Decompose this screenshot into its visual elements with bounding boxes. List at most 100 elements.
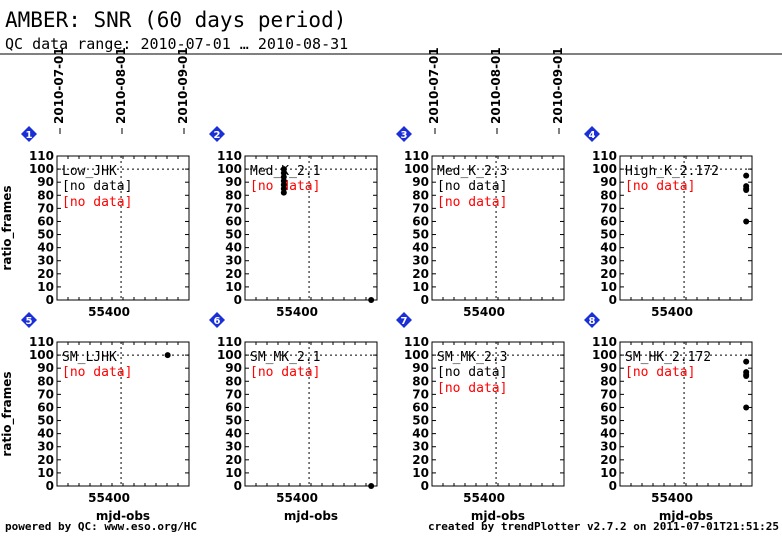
panel-label: Low_JHK [62,164,117,179]
y-tick-label: 30 [37,440,54,454]
y-tick-label: 20 [37,453,54,467]
numbered-diamond-icon: 2 [209,126,225,142]
y-tick-label: 100 [29,348,54,362]
numbered-diamond-icon: 6 [209,312,225,328]
y-tick-label: 20 [412,267,429,281]
y-tick-label: 100 [404,162,429,176]
y-tick-label: 50 [412,228,429,242]
data-point [743,172,750,179]
y-tick-label: 70 [412,201,429,215]
x-tick-label: 55400 [463,491,505,505]
no-data-label-red: [no data] [625,179,695,194]
y-tick-label: 50 [37,414,54,428]
y-tick-label: 30 [600,440,617,454]
y-tick-label: 70 [225,387,242,401]
x-tick-label: 55400 [651,305,693,319]
y-tick-label: 90 [37,361,54,375]
y-tick-label: 70 [412,387,429,401]
panel-label: SM_MK_2.1 [250,350,320,365]
x-tick-label: 55400 [88,491,130,505]
y-tick-label: 30 [412,440,429,454]
y-tick-label: 10 [225,280,242,294]
y-tick-label: 90 [600,361,617,375]
y-tick-label: 100 [592,348,617,362]
y-tick-label: 40 [37,427,54,441]
y-tick-label: 110 [592,149,617,163]
y-tick-label: 0 [46,293,54,307]
y-tick-label: 30 [225,254,242,268]
y-tick-label: 10 [412,466,429,480]
y-tick-label: 80 [412,188,429,202]
no-data-label-red: [no data] [250,365,320,380]
y-tick-label: 110 [29,335,54,349]
numbered-diamond-icon: 3 [396,126,412,142]
data-point [743,358,750,365]
numbered-diamond-icon: 7 [396,312,412,328]
y-tick-label: 80 [600,188,617,202]
no-data-label-red: [no data] [62,365,132,380]
panel-label: SM_HK_2.172 [625,350,711,365]
y-tick-label: 60 [225,214,242,228]
y-tick-label: 40 [37,241,54,255]
panel-label: SM_LJHK [62,350,117,365]
y-tick-label: 10 [225,466,242,480]
x-axis-label: mjd-obs [284,509,338,523]
y-tick-label: 10 [412,280,429,294]
y-tick-label: 0 [234,479,242,493]
page-subtitle: QC data range: 2010-07-01 … 2010-08-31 [5,35,348,53]
no-data-label-red: [no data] [625,365,695,380]
y-tick-label: 80 [225,188,242,202]
badge-number: 7 [401,316,408,327]
y-tick-label: 70 [37,201,54,215]
data-point [368,483,375,489]
y-tick-label: 20 [225,267,242,281]
badge-number: 5 [26,316,33,327]
y-tick-label: 80 [600,374,617,388]
top-date-label: 2010-07-01 [427,47,441,124]
data-point [164,352,171,359]
y-tick-label: 30 [412,254,429,268]
y-tick-label: 10 [600,466,617,480]
numbered-diamond-icon: 4 [584,126,600,142]
x-axis-label: mjd-obs [471,509,525,523]
y-tick-label: 30 [600,254,617,268]
y-tick-label: 110 [217,149,242,163]
data-point [368,297,375,303]
y-tick-label: 70 [37,387,54,401]
badge-diamond [209,312,225,328]
x-tick-label: 55400 [276,491,318,505]
y-tick-label: 10 [37,466,54,480]
y-axis-label: ratio_frames [0,371,15,456]
no-data-label-red: [no data] [437,195,507,210]
x-tick-label: 55400 [651,491,693,505]
y-tick-label: 100 [217,162,242,176]
y-tick-label: 70 [600,387,617,401]
top-date-label: 2010-09-01 [176,47,190,124]
y-tick-label: 40 [412,427,429,441]
y-tick-label: 20 [600,267,617,281]
numbered-diamond-icon: 8 [584,312,600,328]
y-tick-label: 50 [37,228,54,242]
y-tick-label: 40 [225,427,242,441]
y-tick-label: 80 [225,374,242,388]
chart-panel-2: 0102030405060708090100110554002Med_K_2.1… [209,126,378,319]
y-tick-label: 110 [29,149,54,163]
badge-diamond [584,312,600,328]
no-data-label: [no data] [437,365,507,380]
badge-diamond [584,126,600,142]
badge-diamond [21,312,37,328]
y-tick-label: 60 [37,214,54,228]
y-tick-label: 40 [412,241,429,255]
y-tick-label: 90 [412,175,429,189]
y-tick-label: 90 [600,175,617,189]
y-tick-label: 30 [37,254,54,268]
data-point [743,373,750,380]
y-tick-label: 110 [592,335,617,349]
panel-label: High_K_2.172 [625,164,719,179]
